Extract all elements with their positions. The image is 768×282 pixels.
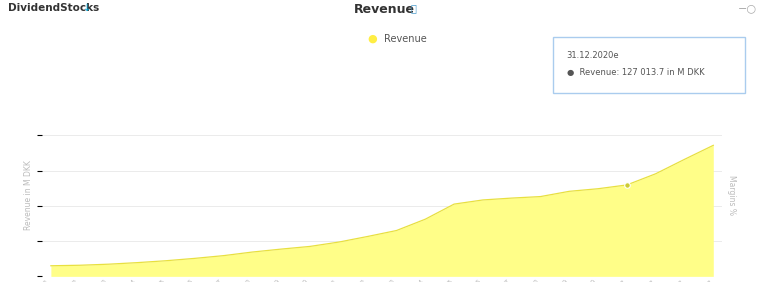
Text: ↓: ↓: [83, 3, 91, 13]
Text: Revenue: Revenue: [353, 3, 415, 16]
Text: ●: ●: [368, 34, 377, 44]
Y-axis label: Margins %: Margins %: [727, 175, 737, 215]
Text: −○: −○: [737, 3, 756, 13]
Text: ●  Revenue: 127 013.7 in M DKK: ● Revenue: 127 013.7 in M DKK: [567, 68, 704, 77]
Text: DividendStocks: DividendStocks: [8, 3, 99, 13]
Text: Revenue: Revenue: [384, 34, 427, 44]
Text: ⓘ: ⓘ: [411, 3, 417, 13]
Text: 31.12.2020e: 31.12.2020e: [567, 51, 620, 60]
Y-axis label: Revenue in M DKK: Revenue in M DKK: [25, 160, 33, 230]
